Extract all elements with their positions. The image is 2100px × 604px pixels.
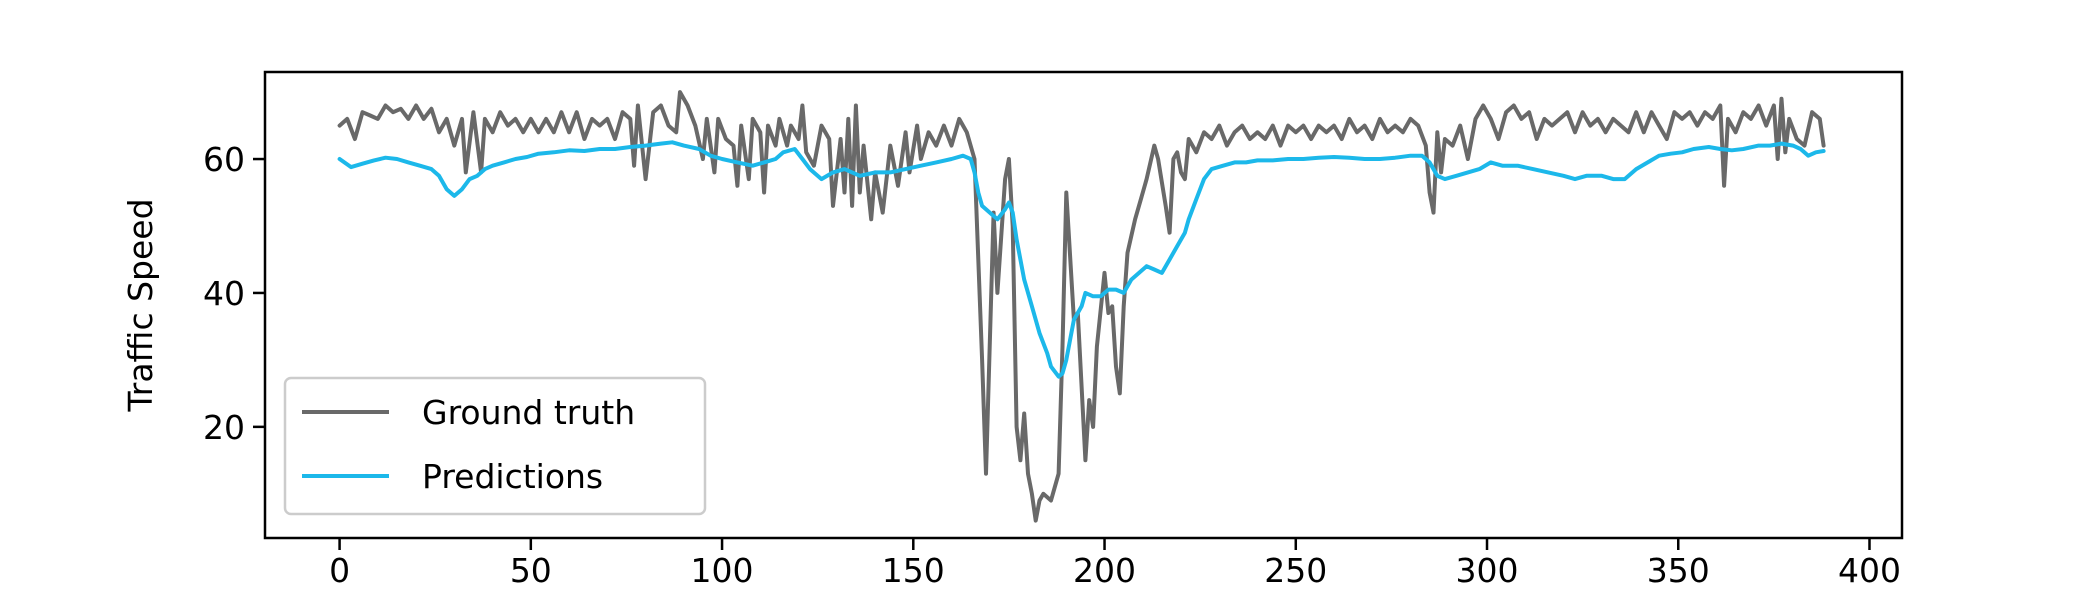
x-tick-label: 50: [510, 551, 552, 590]
x-tick-label: 200: [1073, 551, 1136, 590]
x-tick-label: 350: [1647, 551, 1710, 590]
x-tick-label: 100: [691, 551, 754, 590]
y-tick-label: 40: [203, 274, 245, 313]
x-tick-label: 0: [329, 551, 350, 590]
legend-label-1: Ground truth: [422, 393, 635, 432]
x-tick-label: 250: [1264, 551, 1327, 590]
y-tick-label: 60: [203, 140, 245, 179]
plot-area: [337, 90, 1826, 523]
x-tick-label: 400: [1838, 551, 1901, 590]
series-line-2: [337, 140, 1826, 379]
x-tick-label: 150: [882, 551, 945, 590]
legend: Ground truth Predictions: [283, 376, 707, 516]
axes: 0 50 100 150 200 250 300 350 400 20 40 60: [203, 70, 1904, 590]
legend-label-2: Predictions: [422, 457, 603, 496]
plot-frame: [263, 70, 1904, 540]
series-line-1: [337, 90, 1826, 523]
y-tick-label: 20: [203, 408, 245, 447]
legend-box: [283, 376, 707, 516]
y-axis-label: Traffic Speed: [121, 198, 160, 412]
x-tick-label: 300: [1456, 551, 1519, 590]
